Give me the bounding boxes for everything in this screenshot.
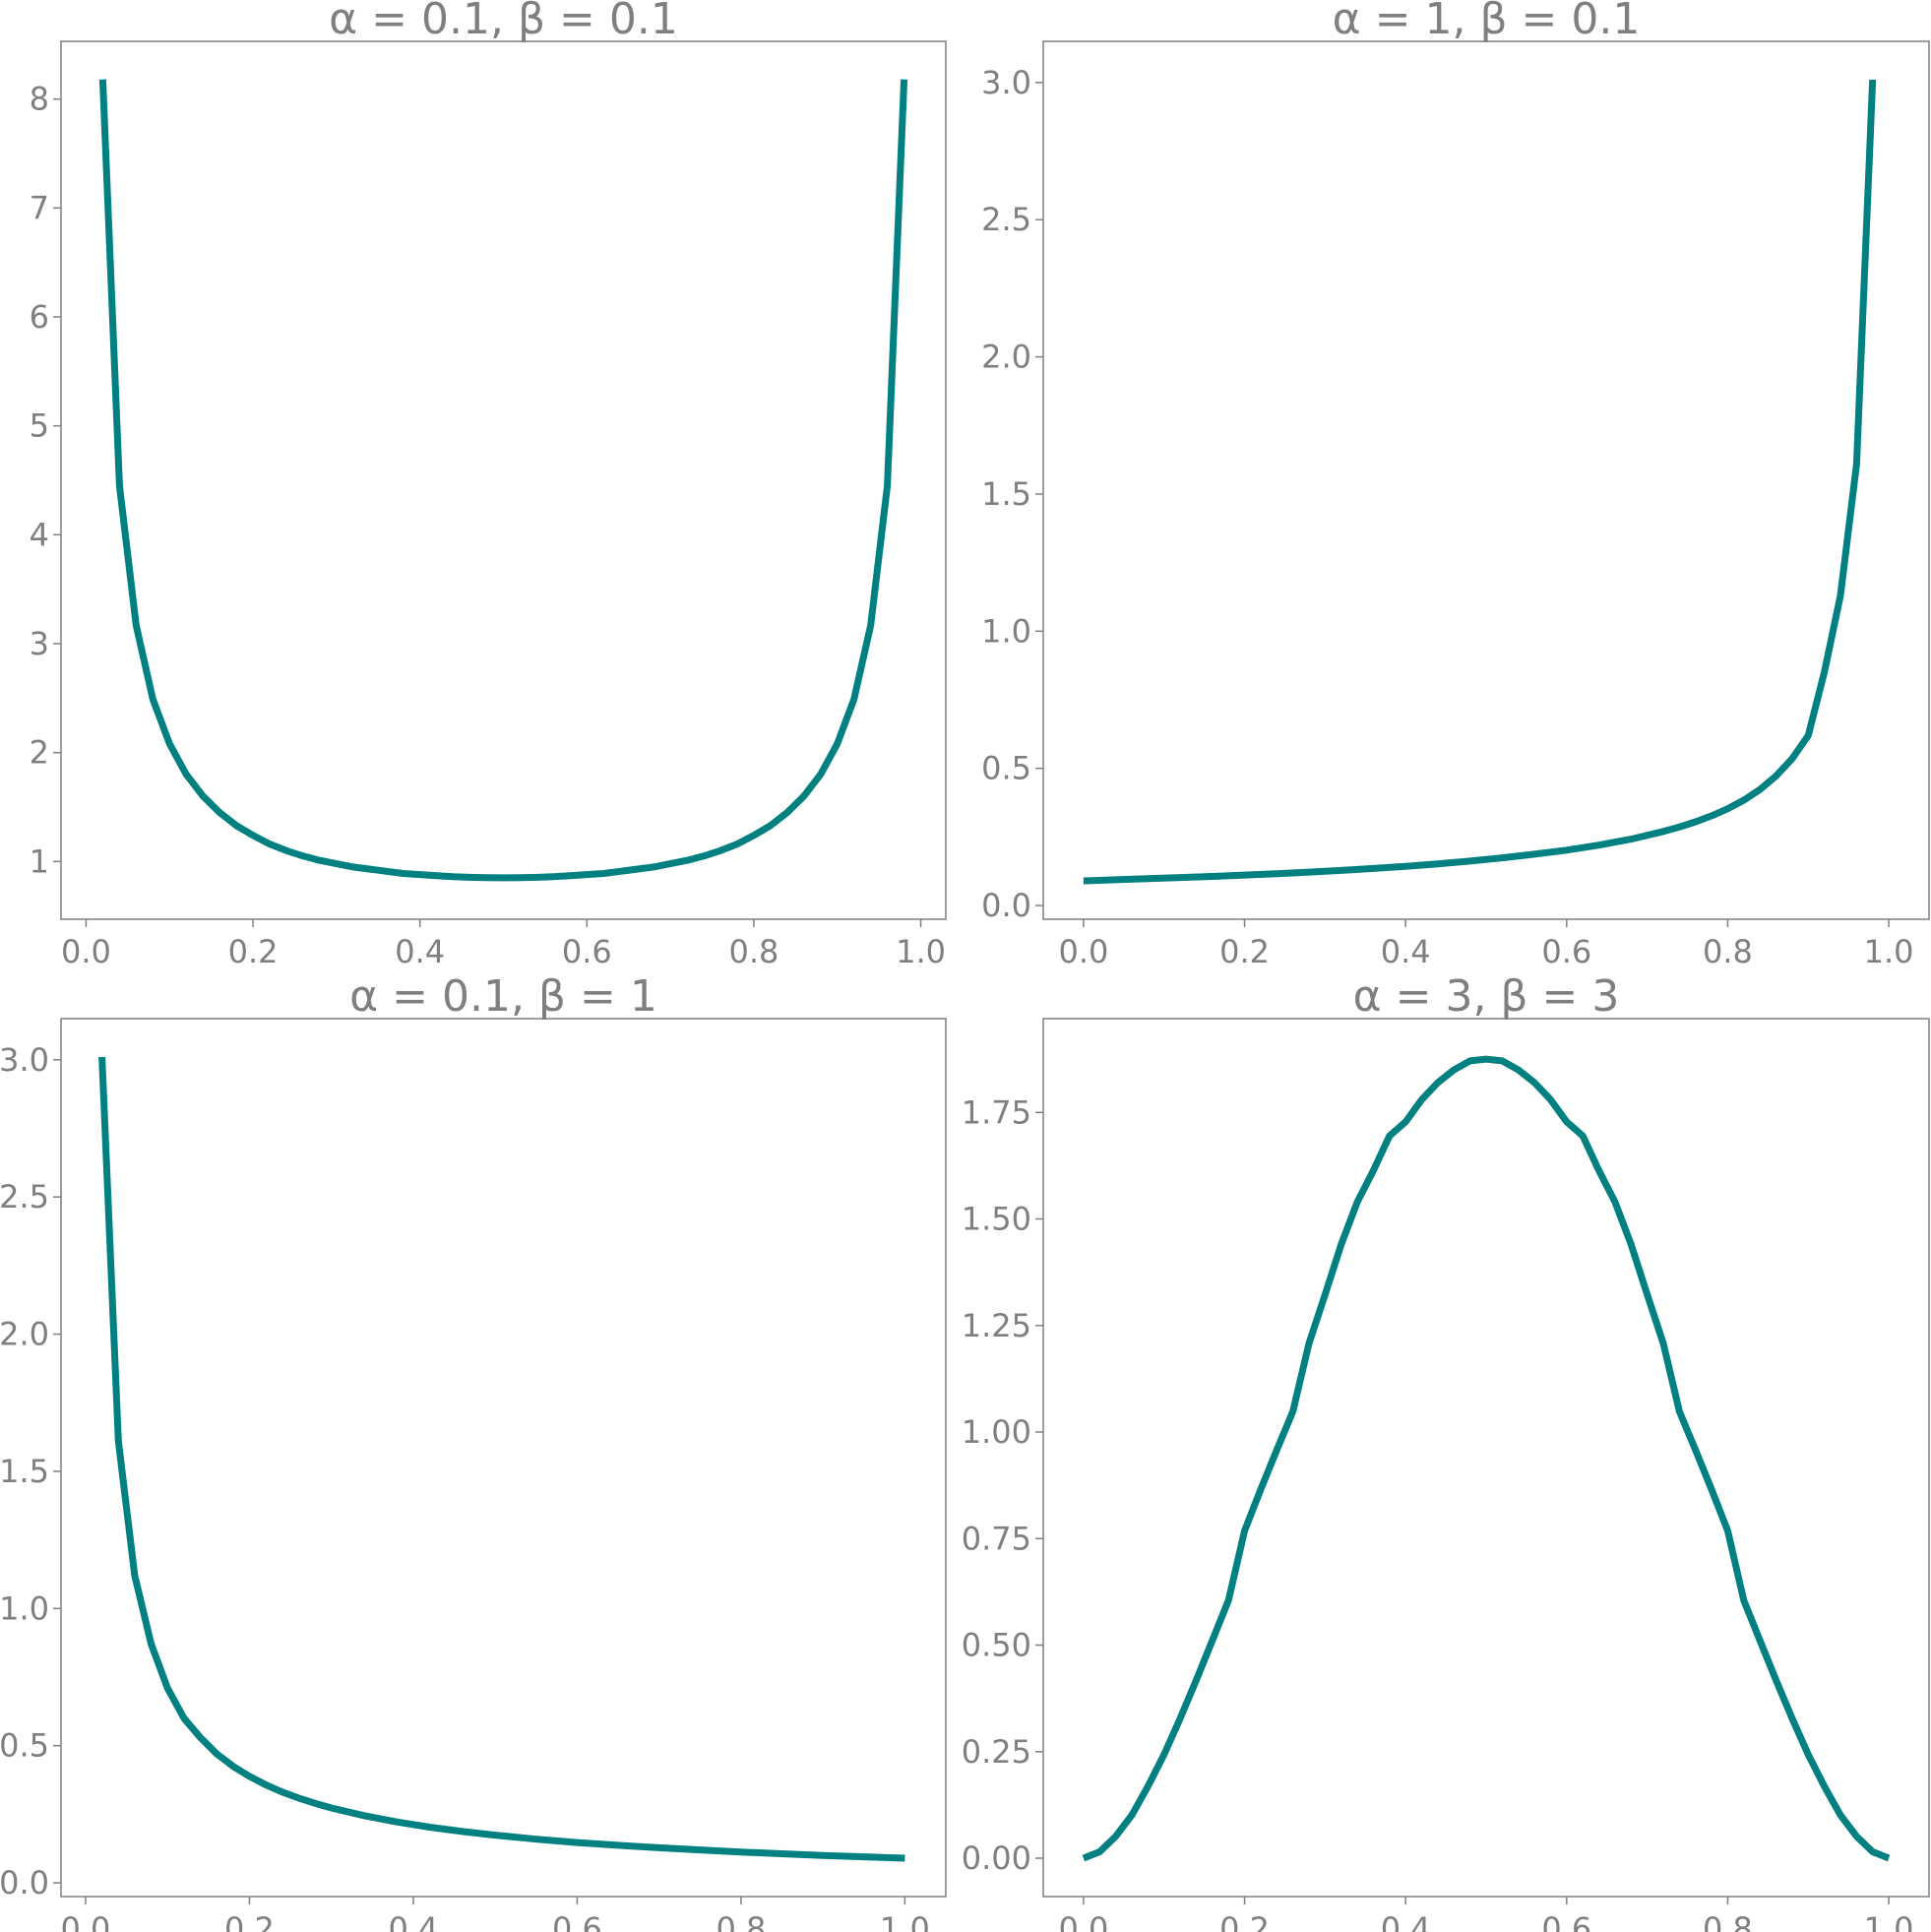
x-tick-label: 0.8 [716,1910,766,1932]
x-tick-label: 0.2 [224,1910,275,1932]
y-tick-label: 1 [30,842,49,880]
series-line [98,79,908,882]
y-tick-label: 2.5 [0,1178,49,1215]
y-tick-label: 3.0 [981,64,1031,101]
subplot-3: α = 0.1, β = 1 0.0 0.2 0.4 0.6 0.8 1.0 0.0 0.5 1.… [0,971,947,1932]
x-tick-label: 0.4 [395,933,445,970]
y-tick-label: 1.5 [0,1453,49,1490]
subplot-4: α = 3, β = 3 0.0 0.2 0.4 0.6 0.8 1.0 0.00 0.25 0.… [962,971,1930,1932]
subplot-title: α = 1, β = 0.1 [1333,0,1641,44]
y-tick-label: 3.0 [0,1041,49,1079]
x-tick-label: 0.0 [61,1910,111,1932]
x-tick-label: 1.0 [880,1910,930,1932]
x-tick-label: 0.0 [61,933,111,970]
y-tick-label: 0.5 [981,750,1031,787]
plot-frame [1042,1018,1930,1898]
y-tick-label: 4 [30,516,49,553]
y-tick-label: 7 [30,189,49,226]
y-tick-label: 2.5 [981,201,1031,238]
series-line [1082,1055,1891,1862]
x-tick-label: 0.8 [728,933,779,970]
subplot-title: α = 0.1, β = 0.1 [329,0,678,44]
y-tick-label: 2 [30,734,49,772]
x-tick-label: 0.8 [1703,933,1753,970]
x-tick-label: 0.2 [228,933,279,970]
x-tick-label: 0.6 [1541,933,1591,970]
y-tick-label: 1.75 [962,1093,1031,1131]
subplot-title: α = 0.1, β = 1 [349,971,657,1022]
x-tick-label: 1.0 [1864,1910,1914,1932]
x-tick-label: 0.4 [388,1910,438,1932]
y-tick-label: 3 [30,625,49,662]
x-tick-label: 0.6 [1541,1910,1591,1932]
series-line [98,1056,905,1862]
y-tick-label: 2.0 [981,339,1031,376]
y-tick-label: 0.00 [962,1839,1031,1877]
plot-frame [60,1018,947,1898]
x-tick-label: 0.2 [1219,933,1270,970]
y-tick-label: 5 [30,407,49,445]
plot-frame [60,40,947,920]
subplot-2: α = 1, β = 0.1 0.0 0.2 0.4 0.6 0.8 1.0 0.0 0.5 1.… [981,0,1930,970]
y-tick-label: 2.0 [0,1316,49,1353]
y-tick-label: 1.0 [0,1589,49,1627]
x-tick-label: 0.0 [1058,933,1108,970]
y-tick-label: 0.5 [0,1727,49,1765]
y-tick-label: 0.75 [962,1520,1031,1557]
x-tick-label: 0.6 [552,1910,602,1932]
y-tick-label: 1.00 [962,1413,1031,1451]
y-tick-label: 0.0 [981,887,1031,924]
y-tick-label: 1.5 [981,475,1031,513]
subplot-1: α = 0.1, β = 0.1 0.0 0.2 0.4 0.6 0.8 1.0 1 2 3 4 5 6… [30,0,947,970]
series-line [1083,79,1877,885]
y-tick-label: 0.25 [962,1733,1031,1771]
x-tick-label: 0.4 [1381,933,1431,970]
x-tick-label: 0.6 [562,933,612,970]
x-tick-label: 0.4 [1381,1910,1431,1932]
x-tick-label: 0.8 [1703,1910,1753,1932]
x-tick-label: 0.2 [1219,1910,1270,1932]
y-tick-label: 0.0 [0,1864,49,1901]
y-tick-label: 1.0 [981,612,1031,650]
y-tick-label: 1.25 [962,1307,1031,1344]
x-tick-label: 1.0 [896,933,946,970]
x-tick-label: 1.0 [1864,933,1914,970]
subplot-title: α = 3, β = 3 [1353,971,1620,1022]
y-tick-label: 6 [30,298,49,336]
y-tick-label: 8 [30,81,49,118]
y-tick-label: 1.50 [962,1201,1031,1238]
plot-frame [1042,40,1930,920]
x-tick-label: 0.0 [1058,1910,1108,1932]
y-tick-label: 0.50 [962,1627,1031,1664]
